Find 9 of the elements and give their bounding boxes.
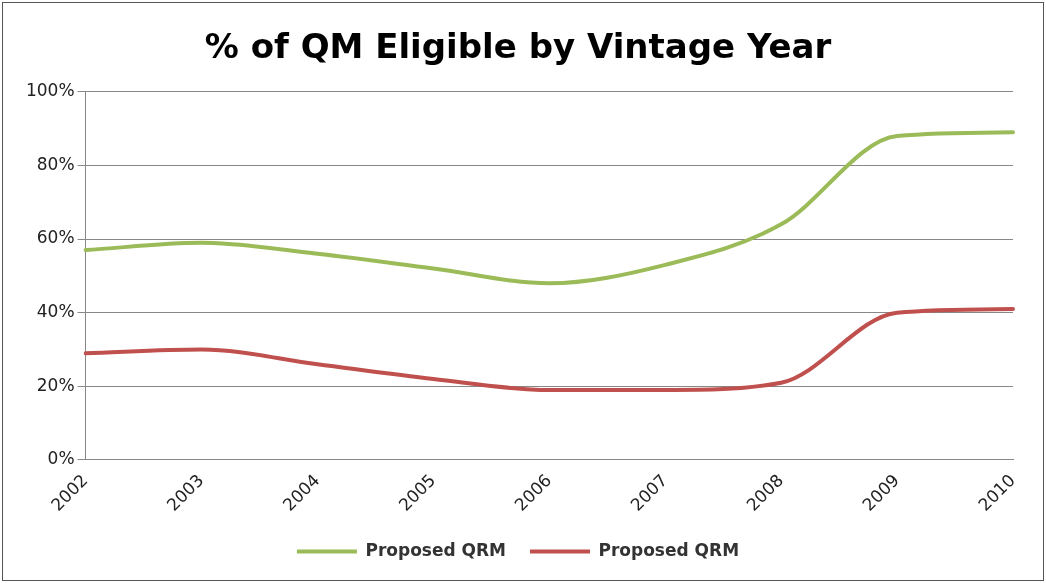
legend-label: Proposed QRM: [598, 539, 740, 560]
legend-label: Proposed QRM: [365, 539, 507, 560]
y-tick-label: 0%: [47, 448, 75, 469]
y-tick-label: 80%: [36, 153, 75, 174]
y-tick-label: 60%: [36, 227, 75, 248]
y-tick-label: 40%: [36, 301, 75, 322]
y-tick-label: 20%: [36, 374, 75, 395]
chart-title: % of QM Eligible by Vintage Year: [204, 26, 832, 67]
y-tick-label: 100%: [25, 80, 75, 101]
